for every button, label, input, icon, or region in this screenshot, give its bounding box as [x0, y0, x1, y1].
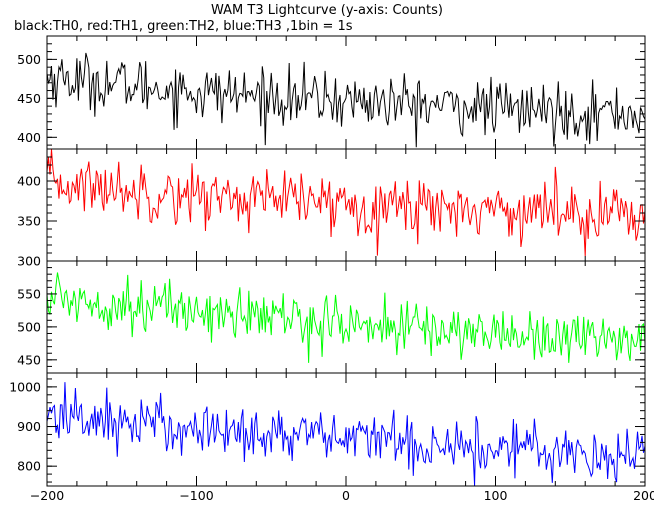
series-line-th0 [46, 52, 646, 148]
y-tick-label: 400 [17, 130, 41, 145]
y-tick-label: 1000 [9, 379, 41, 394]
panels: 4004505003003504004505005508009001000−20… [9, 35, 654, 503]
x-tick-label: −100 [179, 488, 213, 503]
chart-title: WAM T3 Lightcurve (y-axis: Counts) [211, 3, 443, 18]
y-tick-label: 350 [17, 214, 41, 229]
y-tick-label: 300 [17, 254, 41, 269]
series-line-th3 [46, 382, 646, 486]
y-tick-label: 500 [17, 52, 41, 67]
x-tick-label: 100 [484, 488, 508, 503]
y-tick-label: 800 [17, 459, 41, 474]
panel-frame [46, 260, 646, 374]
y-tick-label: 450 [17, 352, 41, 367]
series-line-th1 [46, 149, 646, 257]
x-tick-label: 0 [342, 488, 350, 503]
y-tick-label: 400 [17, 174, 41, 189]
y-tick-label: 550 [17, 286, 41, 301]
y-tick-label: 500 [17, 319, 41, 334]
y-tick-label: 450 [17, 91, 41, 106]
y-tick-label: 900 [17, 419, 41, 434]
series-line-th2 [46, 272, 646, 363]
x-tick-label: −200 [30, 488, 64, 503]
x-tick-label: 200 [633, 488, 654, 503]
chart-subtitle: black:TH0, red:TH1, green:TH2, blue:TH3 … [14, 19, 353, 34]
